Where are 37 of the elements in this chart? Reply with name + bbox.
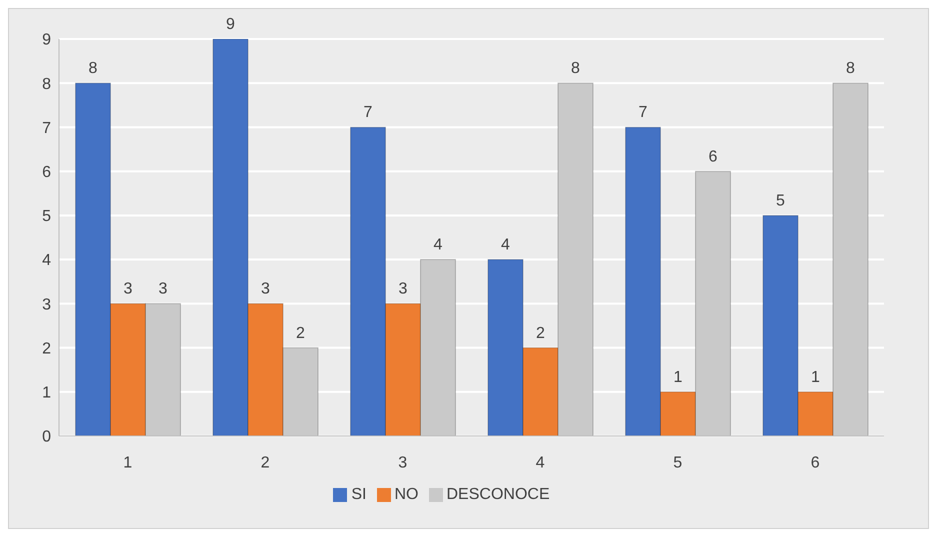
y-tick-label: 4 [42, 252, 52, 270]
x-tick-label: 4 [536, 454, 545, 472]
data-label: 8 [571, 60, 580, 78]
data-label: 5 [776, 192, 786, 210]
data-label: 8 [846, 60, 856, 78]
data-label: 4 [434, 236, 443, 254]
y-tick-label: 6 [42, 164, 52, 182]
y-tick-label: 2 [42, 340, 52, 358]
x-tick-label: 2 [260, 454, 270, 472]
x-tick-label: 3 [398, 454, 408, 472]
legend-label: SI [351, 486, 366, 503]
x-tick-label: 6 [810, 454, 820, 472]
data-label: 3 [124, 280, 133, 298]
y-tick-label: 8 [42, 76, 52, 93]
y-tick-label: 3 [42, 296, 52, 314]
y-tick-label: 7 [42, 120, 52, 137]
data-label: 7 [638, 104, 648, 122]
y-tick-label: 0 [42, 428, 52, 446]
data-label: 3 [261, 280, 270, 298]
legend-label: NO [394, 486, 418, 503]
y-tick-label: 1 [42, 384, 52, 402]
data-label: 6 [708, 148, 718, 166]
data-label: 1 [811, 368, 820, 386]
data-label: 3 [158, 280, 168, 298]
y-tick-label: 5 [42, 208, 52, 226]
data-label: 2 [536, 324, 546, 342]
data-label: 2 [296, 324, 306, 342]
data-label: 4 [501, 236, 510, 254]
x-tick-label: 5 [673, 454, 682, 472]
data-label: 8 [88, 60, 98, 78]
data-label: 1 [674, 368, 683, 386]
data-label: 9 [226, 16, 236, 33]
y-tick-label: 9 [42, 32, 52, 49]
legend-label: DESCONOCE [446, 486, 550, 503]
data-label: 7 [364, 104, 373, 122]
x-tick-label: 1 [123, 454, 132, 472]
data-label: 3 [398, 280, 408, 298]
